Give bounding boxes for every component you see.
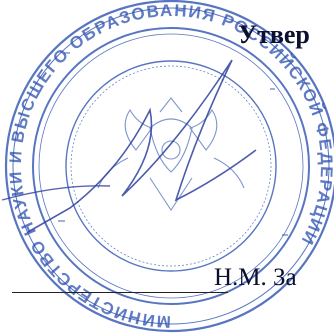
coat-of-arms-emblem (98, 98, 244, 210)
handwritten-signature (28, 60, 256, 232)
signature-line (12, 292, 228, 293)
approval-heading: Утвер (238, 20, 310, 50)
signer-name: Н.М. За (214, 263, 297, 293)
